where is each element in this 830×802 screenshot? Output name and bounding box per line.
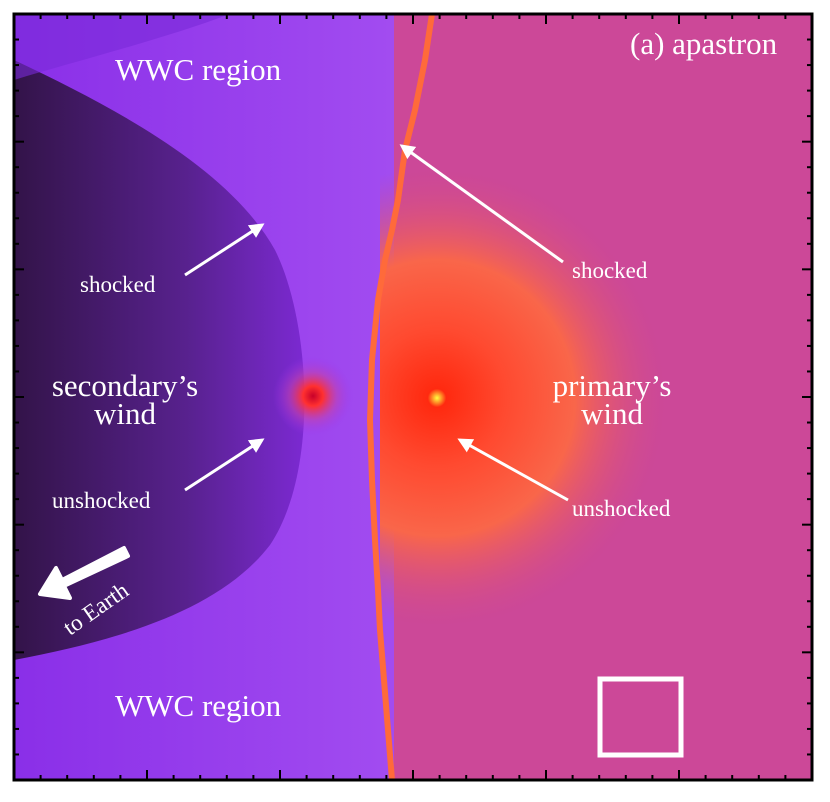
arrow <box>184 223 265 277</box>
region-label: WWC region <box>115 688 282 723</box>
annotation: shocked <box>572 258 648 283</box>
panel-label: (a) apastron <box>630 26 778 61</box>
zoom-box <box>597 676 684 758</box>
wind-label: wind <box>581 396 644 431</box>
arrows <box>184 144 569 502</box>
ticks <box>14 14 812 780</box>
annotation: unshocked <box>52 488 151 513</box>
annotation: shocked <box>80 272 156 297</box>
wind-label: secondary’s <box>52 368 198 403</box>
simulation-image <box>14 14 812 780</box>
arrow <box>457 438 569 502</box>
annotation: unshocked <box>572 496 671 521</box>
earth-arrow <box>38 546 130 600</box>
arrow <box>399 144 564 264</box>
wind-label: wind <box>94 396 157 431</box>
region-label: WWC region <box>115 52 282 87</box>
arrow <box>184 438 265 492</box>
wind-label: primary’s <box>553 368 672 403</box>
